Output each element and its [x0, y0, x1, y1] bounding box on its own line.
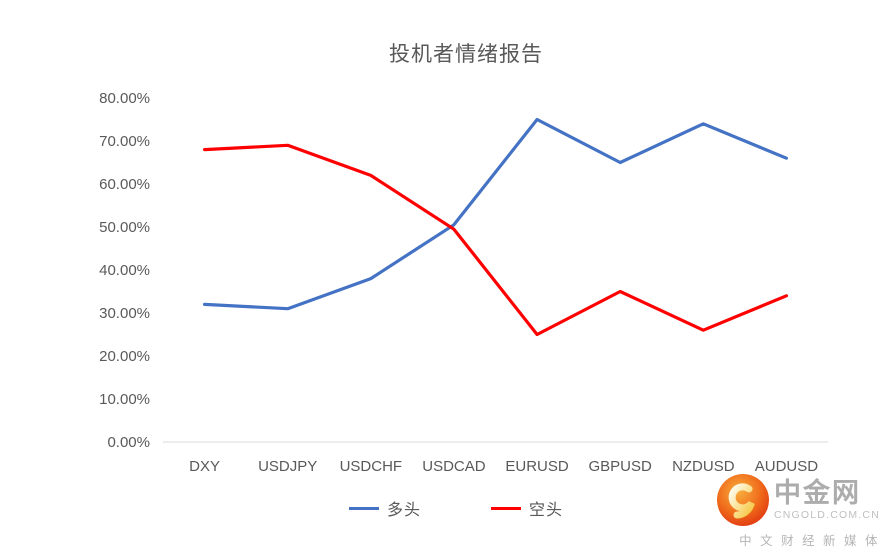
y-tick-label: 0.00%: [107, 434, 150, 451]
y-tick-label: 10.00%: [99, 391, 150, 408]
legend-label: 多头: [386, 502, 421, 519]
x-category-label: USDCHF: [340, 458, 403, 475]
legend-item-多头: 多头: [348, 496, 421, 520]
legend-line-swatch: [491, 506, 521, 510]
logo-domain-text: CNGOLD.COM.CN: [773, 508, 880, 521]
x-category-label: EURUSD: [505, 458, 569, 475]
cngold-logo-icon: [716, 474, 769, 526]
legend-label: 空头: [529, 502, 564, 519]
chart-legend: 多头 空头: [0, 496, 886, 520]
x-category-label: DXY: [189, 458, 220, 475]
y-tick-label: 40.00%: [99, 262, 150, 279]
y-tick-label: 80.00%: [99, 90, 150, 107]
legend-item-空头: 空头: [491, 496, 563, 520]
logo-tagline-text: 中 文 财 经 新 媒 体: [739, 534, 880, 548]
y-tick-label: 30.00%: [99, 305, 150, 322]
x-category-label: USDJPY: [258, 458, 317, 475]
series-line-多头: [203, 117, 789, 311]
x-category-label: USDCAD: [422, 458, 486, 475]
y-tick-label: 20.00%: [99, 348, 150, 365]
logo-brand-text: 中金网: [773, 478, 861, 509]
x-category-label: GBPUSD: [589, 458, 653, 475]
cngold-logo: 中金网 CNGOLD.COM.CN 中 文 财 经 新 媒 体: [715, 472, 880, 549]
x-category-label: NZDUSD: [672, 458, 735, 475]
x-category-label: AUDUSD: [755, 458, 819, 475]
series-line-空头: [203, 143, 789, 337]
chart-title: 投机者情绪报告: [389, 43, 543, 66]
y-tick-label: 50.00%: [99, 219, 150, 236]
y-tick-label: 70.00%: [99, 133, 150, 150]
y-tick-label: 60.00%: [99, 176, 150, 193]
legend-line-swatch: [348, 506, 379, 510]
